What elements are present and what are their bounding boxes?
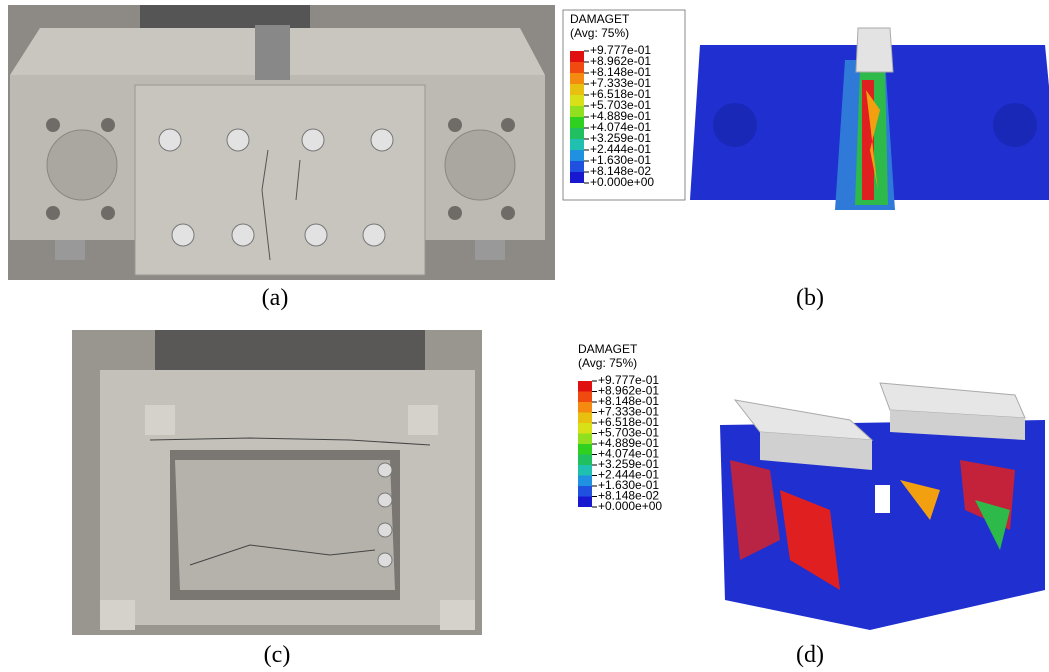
legend-swatch	[570, 139, 584, 150]
legend-swatch	[578, 455, 592, 466]
photo-a	[8, 5, 555, 280]
legend-swatch	[578, 413, 592, 424]
legend-level: +0.000e+00	[598, 499, 662, 513]
legend-swatch	[578, 392, 592, 403]
legend-swatch	[570, 84, 584, 95]
panel-label: (c)	[264, 642, 291, 668]
legend-subtitle: (Avg: 75%)	[578, 356, 637, 370]
legend-swatch	[570, 62, 584, 73]
legend-swatch	[578, 497, 592, 508]
legend-swatch	[570, 150, 584, 161]
legend-title: DAMAGET	[570, 12, 630, 26]
legend-swatch	[578, 486, 592, 497]
legend-level: +0.000e+00	[590, 175, 654, 189]
legend-swatch	[570, 128, 584, 139]
panel-label: (d)	[796, 642, 824, 668]
legend-title: DAMAGET	[578, 342, 638, 356]
legend-swatch	[578, 434, 592, 445]
legend-swatch	[570, 51, 584, 62]
legend-swatch	[570, 172, 584, 183]
legend-swatch	[578, 381, 592, 392]
legend-swatch	[578, 423, 592, 434]
legend-swatch	[578, 402, 592, 413]
legend-swatch	[578, 465, 592, 476]
photo-c	[72, 330, 482, 635]
model-d: DAMAGET(Avg: 75%)+9.777e-01+8.962e-01+8.…	[578, 342, 1045, 630]
legend-subtitle: (Avg: 75%)	[570, 26, 629, 40]
model-b: DAMAGET(Avg: 75%)+9.777e-01+8.962e-01+8.…	[563, 10, 1049, 210]
legend-swatch	[570, 95, 584, 106]
legend-swatch	[570, 117, 584, 128]
legend-d: DAMAGET(Avg: 75%)+9.777e-01+8.962e-01+8.…	[578, 342, 662, 513]
panel-label: (a)	[262, 285, 289, 311]
legend-swatch	[578, 476, 592, 487]
legend-swatch	[570, 161, 584, 172]
figure: DAMAGET(Avg: 75%)+9.777e-01+8.962e-01+8.…	[0, 0, 1049, 672]
legend-swatch	[570, 106, 584, 117]
legend-swatch	[578, 444, 592, 455]
legend-swatch	[570, 73, 584, 84]
panel-label: (b)	[796, 285, 824, 311]
